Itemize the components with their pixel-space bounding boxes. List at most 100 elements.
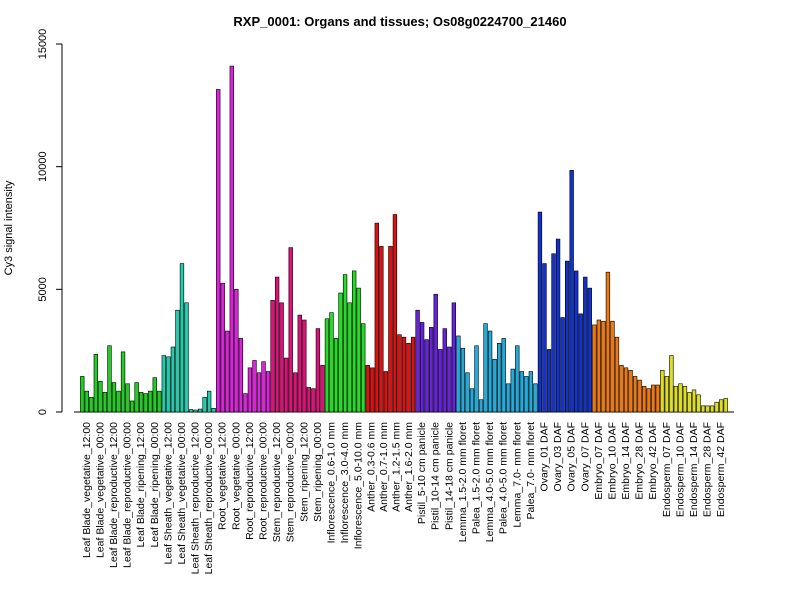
bar — [601, 320, 606, 413]
bar — [116, 390, 121, 413]
bar — [696, 394, 701, 413]
bar — [238, 338, 244, 413]
bar — [487, 330, 493, 413]
x-tick-label: Lemma_4.0-5.0 mm floret — [484, 422, 496, 542]
bar — [524, 376, 529, 413]
bar — [447, 346, 452, 413]
x-tick-label: Ovary_07 DAF — [579, 422, 591, 491]
bar — [392, 214, 398, 413]
bar — [274, 276, 280, 413]
x-tick-label: Leaf Blade_vegetative_00:00 — [94, 422, 106, 558]
x-tick-label: Embryo_42 DAF — [647, 422, 659, 500]
bar — [451, 302, 457, 413]
bar — [419, 322, 425, 413]
bar — [592, 324, 597, 413]
bar — [551, 253, 556, 413]
y-axis-label: Cy3 signal intensity — [3, 180, 15, 275]
bar — [125, 383, 130, 413]
bar — [216, 89, 221, 413]
x-tick-label: Lemma_7.0- mm floret — [511, 422, 523, 528]
x-tick-label: Leaf Blade_reproductive_00:00 — [122, 422, 134, 568]
bar — [456, 335, 461, 413]
chart-title: RXP_0001: Organs and tissues; Os08g02247… — [233, 14, 566, 29]
x-tick-label: Inflorescence_3.0-4.0 mm — [339, 422, 351, 544]
x-tick-label: Pistil_5-10 cm panicle — [416, 422, 428, 524]
x-tick-label: Stem_reproductive_00:00 — [285, 422, 297, 542]
x-tick-label: Leaf Sheath_reproductive_12:00 — [190, 422, 202, 575]
bar — [401, 336, 407, 413]
bar — [660, 369, 665, 413]
x-tick-label: Leaf Blade_ripening_00:00 — [149, 422, 161, 548]
x-tick-label: Root_vegetative_00:00 — [230, 422, 242, 530]
x-tick-label: Stem_ripening_00:00 — [312, 422, 324, 522]
bar — [256, 372, 262, 413]
bar — [129, 400, 135, 413]
bar — [555, 238, 561, 413]
bar — [537, 211, 543, 413]
bar — [365, 365, 370, 413]
bar — [528, 371, 534, 413]
bar — [605, 271, 611, 413]
bar — [465, 372, 470, 413]
bar — [80, 376, 85, 413]
bar — [152, 377, 157, 413]
bar — [587, 287, 592, 413]
bar — [646, 388, 651, 413]
x-tick-label: Endosperm_10 DAF — [674, 422, 686, 517]
bar — [179, 263, 185, 413]
x-tick-label: Stem_ripening_12:00 — [298, 422, 310, 522]
bar — [193, 409, 198, 413]
bar — [102, 392, 108, 413]
bar — [139, 392, 144, 413]
bar — [719, 399, 724, 413]
y-tick-label: 5000 — [37, 277, 49, 301]
bar — [329, 312, 334, 413]
bar — [492, 358, 497, 413]
bar — [89, 396, 94, 413]
bar — [442, 328, 447, 413]
bar — [506, 383, 511, 413]
bar — [84, 390, 89, 413]
bar — [170, 346, 176, 413]
bar — [351, 270, 357, 413]
x-tick-label: Lemma_1.5-2.0 mm floret — [457, 422, 469, 542]
x-tick-label: Endosperm_28 DAF — [702, 422, 714, 517]
x-tick-label: Root_reproductive_00:00 — [258, 422, 270, 540]
bar — [284, 357, 289, 413]
bar — [211, 408, 216, 413]
y-tick-label: 10000 — [37, 151, 49, 182]
x-tick-label: Inflorescence_0.6-1.0 mm — [326, 422, 338, 544]
bar — [705, 405, 710, 413]
x-tick-label: Endosperm_42 DAF — [715, 422, 727, 517]
bar — [651, 384, 656, 413]
x-tick-label: Leaf Blade_vegetative_12:00 — [81, 422, 93, 558]
x-tick-label: Root_reproductive_12:00 — [244, 422, 256, 540]
bar — [234, 289, 239, 413]
bar — [347, 302, 352, 413]
bar — [120, 351, 126, 413]
bar — [583, 276, 588, 413]
bar — [206, 390, 212, 413]
bar — [596, 319, 602, 413]
bar — [93, 354, 99, 413]
bar — [560, 317, 565, 413]
x-tick-label: Embryo_10 DAF — [606, 422, 618, 500]
bar — [655, 384, 660, 413]
x-tick-label: Leaf Sheath_vegetative_12:00 — [162, 422, 174, 565]
x-tick-label: Embryo_07 DAF — [593, 422, 605, 500]
x-tick-label: Anther_0.3-0.6 mm — [366, 422, 378, 512]
x-tick-label: Anther_0.7-1.0 mm — [378, 422, 390, 512]
bar — [574, 270, 579, 413]
bar — [383, 371, 389, 413]
bar — [614, 336, 620, 413]
bar — [723, 398, 728, 413]
bar — [379, 246, 384, 413]
bar — [388, 246, 393, 413]
bar — [642, 385, 647, 413]
y-tick-label: 15000 — [37, 29, 49, 60]
bar — [682, 385, 688, 413]
bar — [478, 399, 484, 413]
bar — [678, 383, 683, 413]
